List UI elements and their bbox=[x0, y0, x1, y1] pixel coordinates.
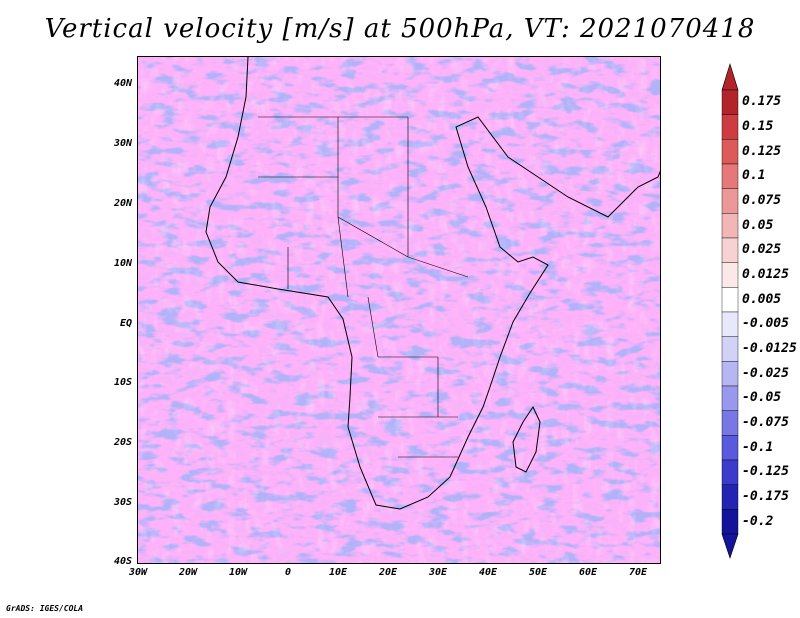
colorbar-tick-label: 0.15 bbox=[742, 119, 774, 134]
colorbar-tick-label: 0.1 bbox=[742, 168, 766, 184]
colorbar-segment bbox=[721, 509, 739, 535]
colorbar-segment bbox=[721, 435, 739, 461]
colorbar-segment bbox=[721, 188, 739, 214]
colorbar-tick-label: -0.175 bbox=[742, 489, 789, 504]
colorbar-segment bbox=[721, 484, 739, 510]
x-tick-label: 20E bbox=[378, 567, 398, 578]
map-plot-area bbox=[137, 56, 661, 564]
coastline bbox=[205, 57, 660, 510]
y-tick-label: 30N bbox=[113, 138, 132, 149]
colorbar-tick-label: -0.1 bbox=[742, 439, 774, 455]
madagascar-outline bbox=[512, 405, 541, 473]
y-tick-label: 40N bbox=[113, 78, 132, 89]
colorbar-tick-label: -0.025 bbox=[742, 365, 789, 381]
colorbar-segment bbox=[721, 114, 739, 140]
colorbar-tick-label: 0.0125 bbox=[742, 267, 789, 282]
colorbar-tick-label: -0.125 bbox=[742, 464, 789, 480]
x-tick-label: 20W bbox=[178, 567, 198, 578]
colorbar-tick-label: -0.2 bbox=[742, 513, 774, 529]
x-tick-label: 40E bbox=[478, 567, 498, 578]
footer-credit: GrADS: IGES/COLA bbox=[6, 604, 84, 613]
map-title: Vertical velocity [m/s] at 500hPa, VT: 2… bbox=[44, 14, 756, 44]
colorbar-tick-label: 0.05 bbox=[742, 217, 774, 233]
colorbar-tick-label: 0.125 bbox=[742, 143, 782, 159]
x-tick-label: 10W bbox=[228, 567, 248, 578]
colorbar-tick-label: -0.005 bbox=[742, 316, 789, 332]
colorbar bbox=[721, 62, 739, 559]
x-tick-label: 50E bbox=[528, 567, 548, 578]
colorbar-tick-label: 0.075 bbox=[742, 193, 782, 208]
x-tick-label: 10E bbox=[328, 567, 348, 578]
country-borders bbox=[258, 116, 469, 458]
x-tick-label: 30W bbox=[128, 567, 148, 578]
colorbar-segment bbox=[721, 237, 739, 263]
x-tick-label: 70E bbox=[628, 567, 648, 578]
colorbar-tick-label: -0.05 bbox=[742, 390, 782, 406]
colorbar-tick-label: -0.075 bbox=[742, 415, 789, 430]
colorbar-segment bbox=[721, 459, 739, 485]
colorbar-segment bbox=[721, 89, 739, 115]
colorbar-segment bbox=[721, 287, 739, 313]
colorbar-tick-label: 0.175 bbox=[742, 94, 782, 110]
colorbar-segment bbox=[721, 336, 739, 362]
y-tick-label: 20N bbox=[113, 198, 132, 209]
colorbar-segment bbox=[721, 262, 739, 288]
colorbar-tick-label: -0.0125 bbox=[742, 341, 797, 356]
colorbar-segment bbox=[721, 311, 739, 337]
colorbar-segment bbox=[721, 139, 739, 165]
colorbar-max-arrow bbox=[721, 62, 739, 91]
x-tick-label: 30E bbox=[428, 567, 448, 578]
colorbar-segment bbox=[721, 410, 739, 436]
y-tick-label: 40S bbox=[113, 556, 132, 567]
colorbar-min-arrow bbox=[721, 533, 739, 559]
colorbar-segment bbox=[721, 163, 739, 189]
y-tick-label: 20S bbox=[113, 437, 132, 448]
y-tick-label: EQ bbox=[119, 318, 132, 329]
colorbar-tick-label: 0.025 bbox=[742, 242, 782, 258]
colorbar-segment bbox=[721, 213, 739, 239]
velocity-field bbox=[138, 57, 660, 563]
y-tick-label: 10S bbox=[113, 377, 132, 388]
y-tick-label: 30S bbox=[113, 497, 132, 508]
colorbar-segment bbox=[721, 361, 739, 387]
x-tick-label: 0 bbox=[284, 567, 292, 578]
x-tick-label: 60E bbox=[578, 567, 598, 578]
colorbar-tick-label: 0.005 bbox=[742, 291, 782, 307]
y-tick-label: 10N bbox=[113, 258, 132, 269]
colorbar-segment bbox=[721, 385, 739, 411]
